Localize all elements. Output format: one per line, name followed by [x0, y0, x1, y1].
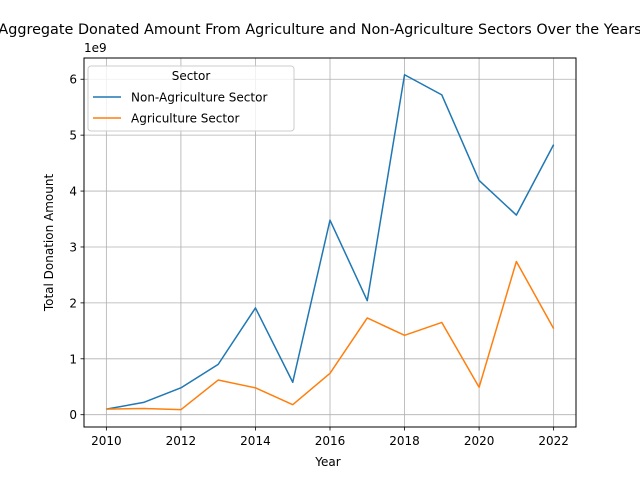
x-tick-label: 2020: [464, 434, 495, 448]
x-tick-label: 2016: [315, 434, 346, 448]
legend-box: [87, 65, 295, 132]
series-lines: [106, 74, 555, 411]
legend-entries: Non-Agriculture Sector Agriculture Sector: [93, 91, 267, 126]
series-line-1: [106, 260, 555, 411]
x-tick-label: 2018: [389, 434, 420, 448]
legend-label: Agriculture Sector: [131, 112, 239, 126]
y-tick-label: 5: [69, 129, 77, 143]
x-tick-label: 2012: [166, 434, 197, 448]
legend-label: Non-Agriculture Sector: [131, 91, 267, 105]
chart-title: Aggregate Donated Amount From Agricultur…: [0, 22, 640, 38]
x-tick-label: 2010: [91, 434, 122, 448]
x-axis-ticks: 2010 2012 2014 2016 2018 2020 2022: [91, 427, 569, 448]
y-tick-label: 1: [69, 352, 77, 366]
legend-title: Sector: [172, 69, 211, 83]
x-tick-label: 2022: [538, 434, 569, 448]
legend: Sector Non-Agriculture Sector Agriculture…: [87, 65, 295, 132]
y-tick-label: 6: [69, 73, 77, 87]
x-axis-label: Year: [314, 455, 340, 469]
y-axis-label: Total Donation Amount: [42, 174, 56, 313]
y-tick-label: 4: [69, 185, 77, 199]
y-tick-label: 0: [69, 408, 77, 422]
x-tick-label: 2014: [240, 434, 271, 448]
series-line-0: [106, 74, 555, 410]
y-tick-label: 2: [69, 296, 77, 310]
y-axis-ticks: 0 1 2 3 4 5 6: [69, 73, 84, 422]
y-offset-label: 1e9: [84, 41, 107, 55]
y-tick-label: 3: [69, 240, 77, 254]
